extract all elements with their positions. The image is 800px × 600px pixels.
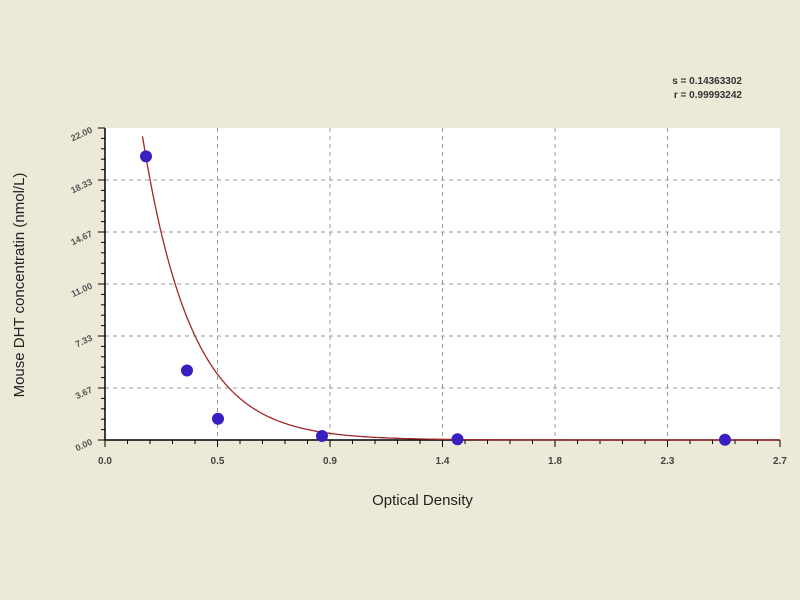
data-point <box>451 433 464 446</box>
data-point <box>212 412 224 425</box>
y-tick-label: 3.67 <box>74 385 94 401</box>
x-tick-label: 0.0 <box>98 456 112 467</box>
x-tick-label: 1.8 <box>548 456 562 467</box>
s-statistic: s = 0.14363302 <box>672 76 742 87</box>
y-tick-label: 7.33 <box>74 333 94 349</box>
data-point <box>140 150 152 163</box>
x-tick-label: 0.5 <box>211 456 225 467</box>
data-point <box>719 433 731 446</box>
y-axis-label: Mouse DHT concentratin (nmol/L) <box>11 173 28 398</box>
x-tick-label: 2.3 <box>661 456 675 467</box>
y-tick-label: 18.33 <box>69 177 94 196</box>
x-tick-label: 2.7 <box>773 456 787 467</box>
y-tick-label: 22.00 <box>69 125 94 144</box>
r-statistic: r = 0.99993242 <box>673 90 742 101</box>
x-axis-label: Optical Density <box>372 492 473 509</box>
data-point <box>181 364 193 377</box>
x-tick-label: 0.9 <box>323 456 337 467</box>
y-tick-label: 11.00 <box>70 281 94 299</box>
x-tick-label: 1.4 <box>436 456 450 467</box>
y-tick-label: 14.67 <box>69 229 94 248</box>
y-tick-label: 0.00 <box>74 437 94 453</box>
data-point <box>316 430 328 443</box>
